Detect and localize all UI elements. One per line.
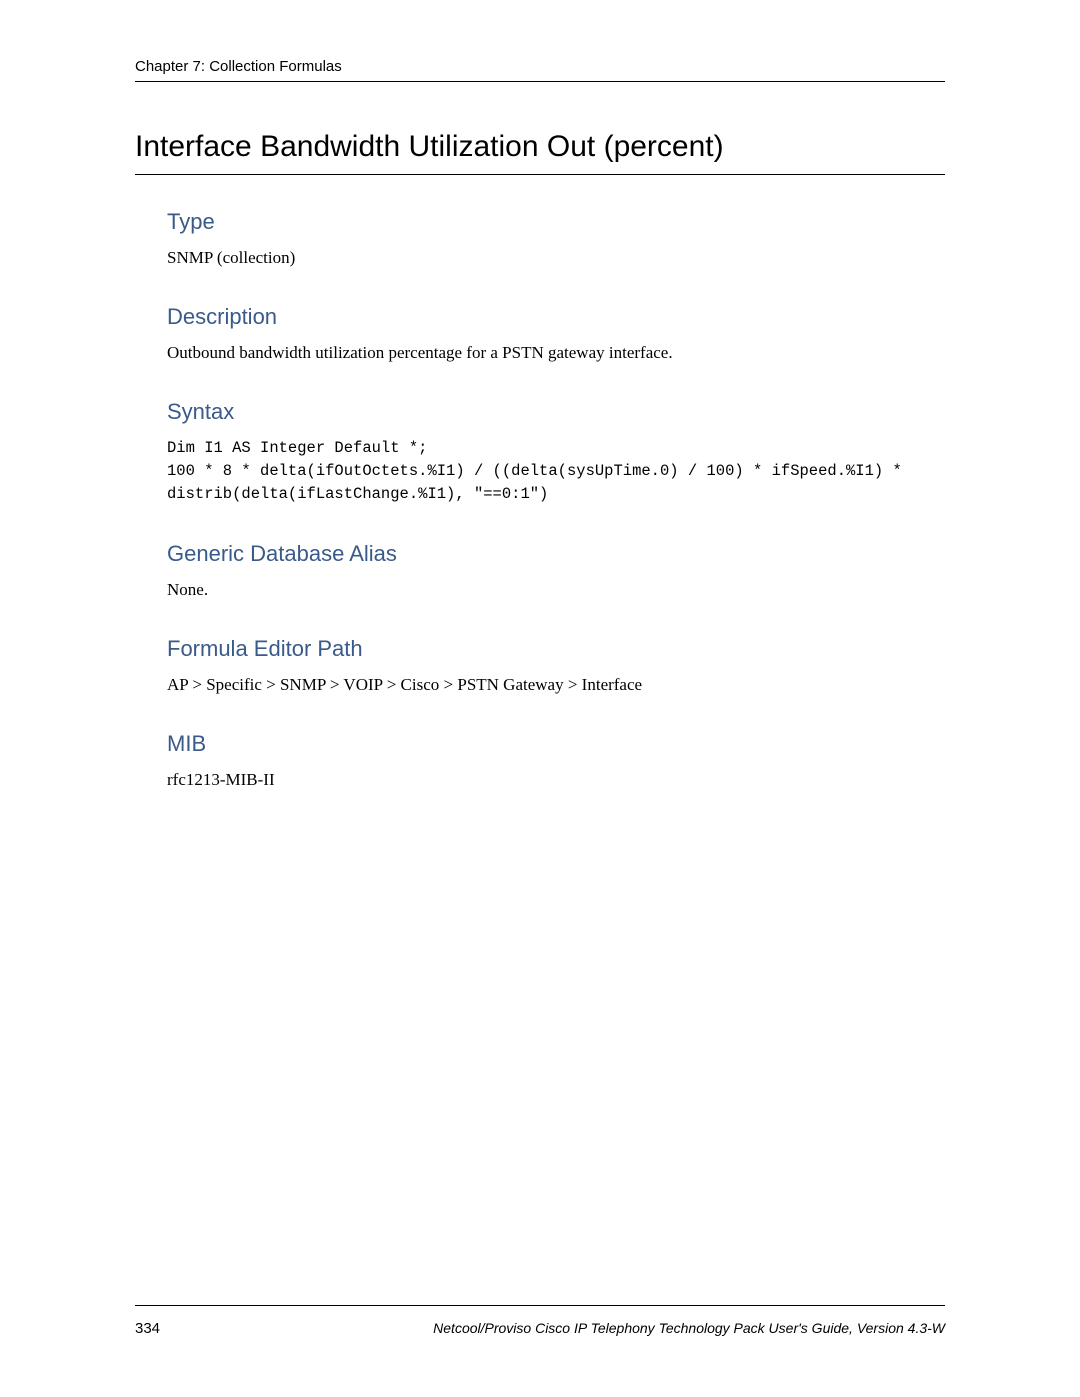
heading-path: Formula Editor Path (167, 636, 945, 662)
body-type: SNMP (collection) (167, 247, 945, 270)
section-path: Formula Editor Path AP > Specific > SNMP… (167, 636, 945, 697)
heading-syntax: Syntax (167, 399, 945, 425)
section-mib: MIB rfc1213-MIB-II (167, 731, 945, 792)
section-syntax: Syntax Dim I1 AS Integer Default *; 100 … (167, 399, 945, 507)
heading-mib: MIB (167, 731, 945, 757)
section-alias: Generic Database Alias None. (167, 541, 945, 602)
page-footer: 334 Netcool/Proviso Cisco IP Telephony T… (135, 1305, 945, 1337)
body-path: AP > Specific > SNMP > VOIP > Cisco > PS… (167, 674, 945, 697)
chapter-header: Chapter 7: Collection Formulas (135, 58, 945, 82)
document-page: Chapter 7: Collection Formulas Interface… (0, 0, 1080, 1397)
page-title: Interface Bandwidth Utilization Out (per… (135, 130, 945, 175)
guide-title: Netcool/Proviso Cisco IP Telephony Techn… (433, 1320, 945, 1336)
page-number: 334 (135, 1320, 160, 1337)
body-alias: None. (167, 579, 945, 602)
heading-alias: Generic Database Alias (167, 541, 945, 567)
section-type: Type SNMP (collection) (167, 209, 945, 270)
body-mib: rfc1213-MIB-II (167, 769, 945, 792)
section-description: Description Outbound bandwidth utilizati… (167, 304, 945, 365)
code-syntax: Dim I1 AS Integer Default *; 100 * 8 * d… (167, 437, 945, 507)
body-description: Outbound bandwidth utilization percentag… (167, 342, 945, 365)
heading-description: Description (167, 304, 945, 330)
heading-type: Type (167, 209, 945, 235)
